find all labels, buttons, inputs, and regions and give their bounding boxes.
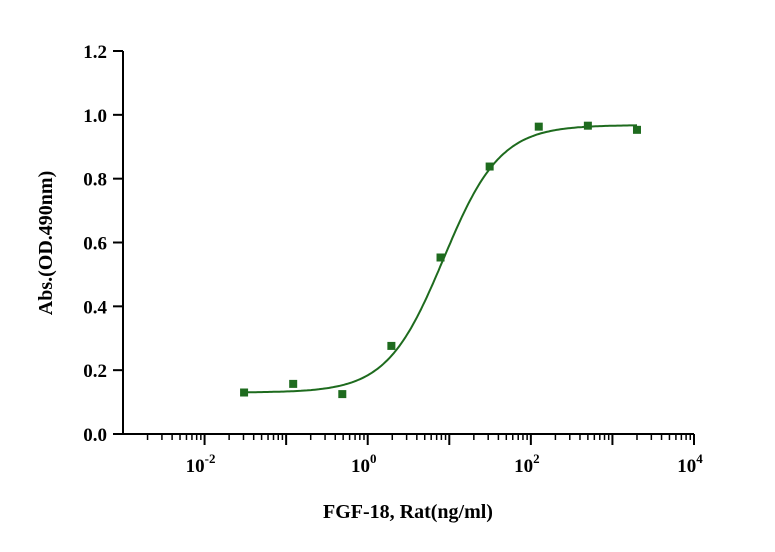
- data-point: [240, 388, 249, 397]
- y-tick-label: 1.2: [83, 42, 107, 63]
- x-tick-base: 10: [514, 456, 533, 477]
- x-tick-exponent: 0: [370, 451, 377, 466]
- x-tick-label: 10-2: [186, 451, 216, 477]
- y-tick-label: 0.4: [83, 297, 107, 318]
- y-tick-label: 1.0: [83, 106, 107, 127]
- x-axis-title: FGF-18, Rat(ng/ml): [323, 501, 493, 523]
- data-point: [485, 162, 494, 171]
- x-tick-exponent: 2: [533, 451, 540, 466]
- data-point: [289, 379, 298, 388]
- x-tick-exponent: 4: [696, 451, 703, 466]
- data-point: [338, 390, 347, 399]
- x-tick-label: 100: [351, 451, 377, 477]
- y-axis-title: Abs.(OD.490nm): [35, 171, 57, 315]
- x-tick-base: 10: [351, 456, 370, 477]
- data-point: [583, 121, 592, 130]
- x-tick-base: 10: [677, 456, 696, 477]
- data-point: [534, 122, 543, 131]
- fit-curve: [244, 124, 638, 394]
- data-point: [387, 341, 396, 350]
- data-point: [632, 125, 641, 134]
- data-point: [436, 253, 445, 262]
- y-tick-label: 0.0: [83, 425, 107, 446]
- y-tick-label: 0.6: [83, 234, 107, 255]
- y-tick-label: 0.2: [83, 361, 107, 382]
- x-tick-label: 104: [677, 451, 703, 477]
- y-tick-label: 0.8: [83, 170, 107, 191]
- x-tick-base: 10: [186, 456, 205, 477]
- x-tick-exponent: -2: [205, 451, 216, 466]
- x-tick-label: 102: [514, 451, 540, 477]
